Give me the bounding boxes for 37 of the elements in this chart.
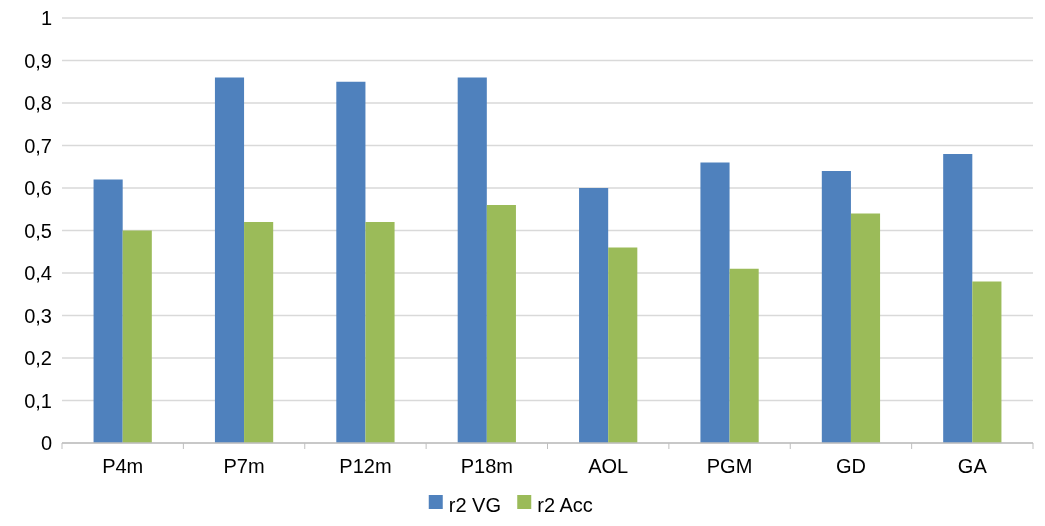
bar: [608, 247, 638, 443]
x-tick-label: P7m: [223, 455, 265, 477]
y-tick-label: 0,6: [24, 177, 52, 199]
y-tick-label: 0,9: [24, 49, 52, 72]
y-tick-label: 0,7: [24, 134, 52, 157]
bar: [336, 81, 366, 443]
x-tick-label: P18m: [460, 455, 513, 477]
bar: [244, 222, 274, 443]
bar: [365, 222, 395, 443]
x-tick-label: AOL: [588, 455, 629, 477]
bar: [214, 77, 245, 443]
bar: [943, 154, 973, 443]
x-tick-label: PGM: [706, 455, 753, 477]
bar: [93, 179, 123, 443]
bar: [486, 205, 516, 443]
y-tick-label: 0,5: [24, 219, 52, 242]
y-tick-label: 0,2: [24, 347, 52, 369]
bar: [972, 281, 1002, 443]
x-tick-label: P4m: [102, 455, 144, 477]
y-tick-label: 1: [40, 7, 52, 29]
bar: [457, 77, 487, 443]
bar: [122, 230, 152, 443]
y-tick-label: 0: [40, 432, 52, 454]
y-tick-label: 0,8: [24, 92, 52, 114]
bar: [821, 171, 851, 443]
bar: [700, 162, 730, 443]
bar: [729, 268, 759, 443]
y-tick-label: 0,4: [24, 262, 52, 284]
x-tick-label: GD: [835, 455, 866, 477]
bar: [579, 188, 609, 443]
y-tick-label: 0,1: [24, 389, 52, 412]
legend-label: r2 Acc: [537, 494, 593, 516]
y-tick-label: 0,3: [24, 304, 52, 327]
x-tick-label: P12m: [339, 455, 392, 477]
bar: [850, 213, 881, 443]
legend-label: r2 VG: [448, 494, 501, 516]
x-tick-label: GA: [957, 455, 988, 477]
